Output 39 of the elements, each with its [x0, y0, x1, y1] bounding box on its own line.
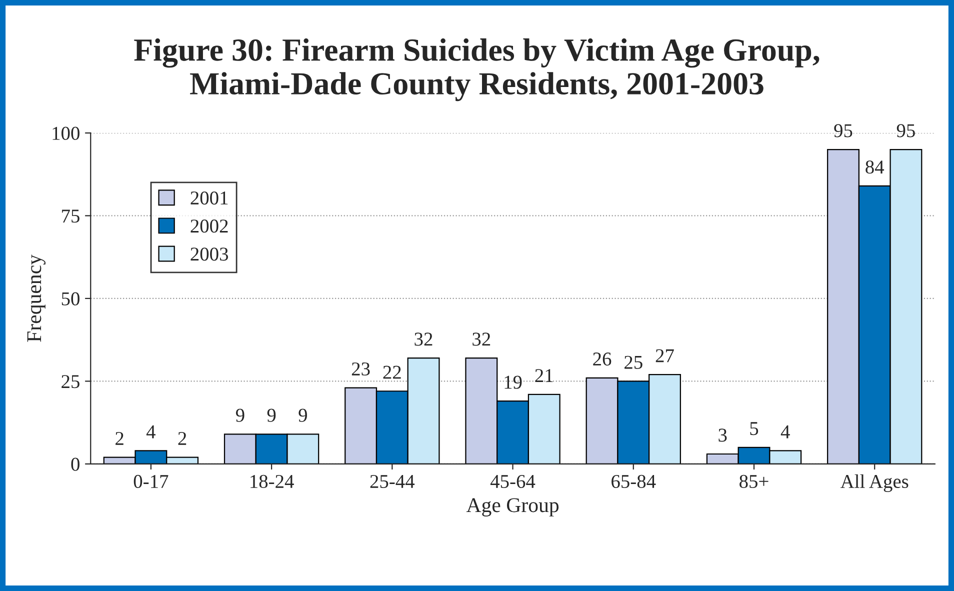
x-tick-label: 45-64	[490, 474, 536, 488]
data-label: 9	[236, 408, 244, 422]
data-label: 25	[624, 356, 642, 369]
data-label: 32	[472, 332, 490, 346]
x-axis-title: Age Group	[466, 498, 559, 516]
data-label: 4	[146, 425, 156, 438]
data-label: 84	[866, 160, 884, 174]
legend-label: 2003	[190, 248, 228, 261]
y-axis-title: Frequency	[27, 254, 46, 342]
y-tick-label: 75	[62, 210, 80, 223]
data-label: 95	[896, 124, 915, 138]
data-label: 9	[298, 408, 307, 422]
data-label: 32	[414, 332, 432, 346]
legend-label: 2001	[190, 191, 228, 205]
y-tick-label: 0	[71, 458, 80, 471]
x-tick-label: 65-84	[612, 474, 656, 488]
data-label: 27	[656, 349, 674, 362]
data-label: 5	[750, 422, 758, 436]
data-label: 19	[504, 376, 522, 389]
x-tick-label: 0-17	[134, 474, 168, 488]
data-label: 3	[718, 428, 727, 442]
data-label: 23	[352, 362, 370, 376]
data-label: 4	[780, 425, 790, 438]
x-tick-label: 25-44	[370, 474, 415, 488]
chart-title: Figure 30: Firearm Suicides by Victim Age Group, Miami-Dade County Residents, 2001-2003	[134, 38, 820, 102]
data-label: 9	[267, 408, 276, 422]
legend-label: 2002	[190, 220, 228, 233]
data-label: 22	[383, 366, 401, 379]
data-label: 2	[178, 432, 186, 445]
data-label: 2	[116, 432, 124, 445]
x-tick-label: 85+	[740, 474, 768, 488]
y-tick-label: 100	[52, 126, 80, 140]
data-label: 26	[593, 352, 612, 366]
x-tick-label: 18-24	[250, 474, 294, 488]
x-tick-label: All Ages	[840, 474, 908, 492]
data-label: 95	[834, 124, 852, 138]
y-tick-label: 25	[62, 375, 80, 388]
y-tick-label: 50	[62, 292, 80, 306]
data-label: 21	[535, 369, 553, 382]
